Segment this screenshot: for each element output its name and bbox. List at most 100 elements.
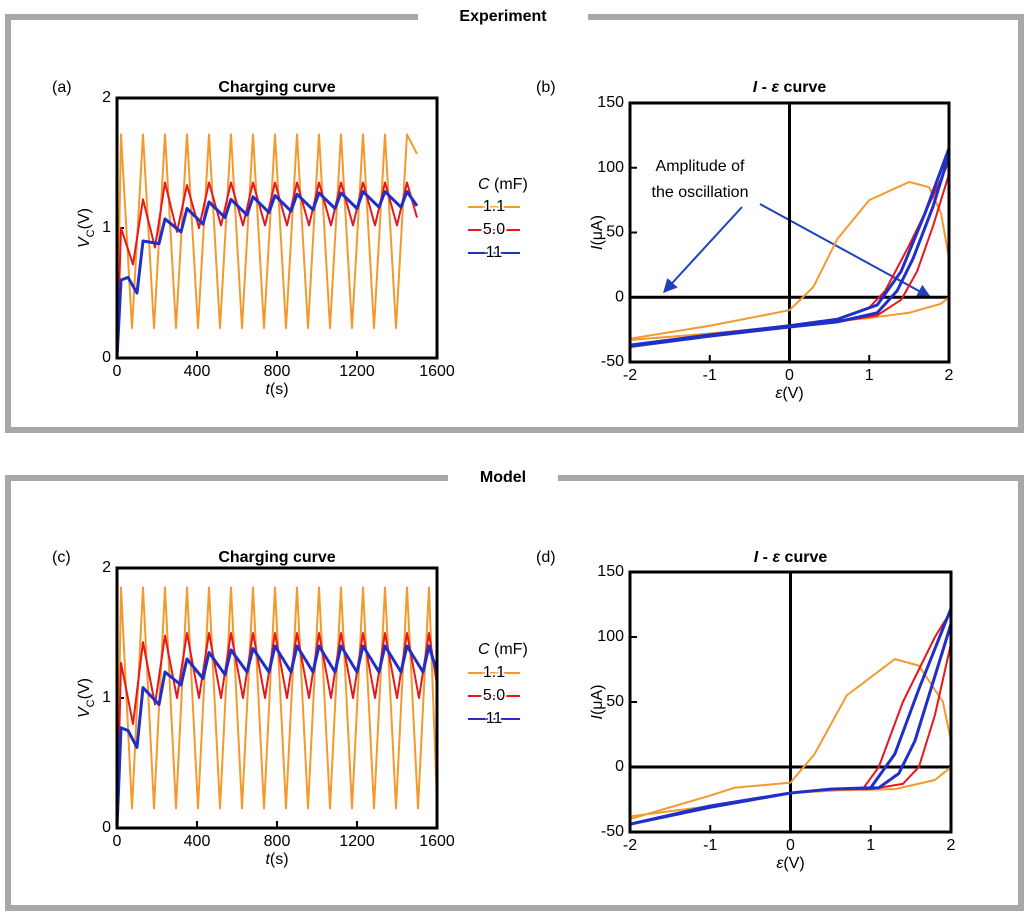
x-axis-label-part: ε: [776, 855, 784, 872]
y-axis-label: I(μA): [589, 685, 606, 720]
y-axis-label-part: I: [589, 715, 606, 720]
chart-title-part: ε: [771, 79, 779, 96]
panel-label: (b): [536, 79, 556, 96]
title-gap: [418, 5, 588, 29]
x-tick-label: 800: [264, 833, 291, 850]
y-axis-label: VC(V): [76, 678, 97, 718]
section-title: Experiment: [459, 8, 547, 25]
x-tick-label: 2: [945, 367, 954, 384]
annotation: the oscillation: [652, 184, 749, 201]
x-tick-label: 1200: [339, 363, 375, 380]
y-axis-label: VC(V): [76, 208, 97, 248]
legend-label: 5.0: [483, 221, 505, 238]
x-axis-label-part: t: [265, 851, 270, 868]
legend-label: 5.0: [483, 687, 505, 704]
y-axis-label-part: I: [589, 245, 606, 250]
data-line: [116, 586, 438, 829]
x-axis-label: ε(V): [776, 855, 804, 872]
y-tick-label: 1: [102, 219, 111, 236]
legend-title: C (mF): [478, 641, 528, 658]
y-tick-label: 0: [102, 819, 111, 836]
y-tick-label: 2: [102, 89, 111, 106]
panel-label: (d): [536, 549, 556, 566]
chart-title-part: -: [757, 79, 771, 96]
x-axis-label-part: (s): [270, 851, 289, 868]
data-line: [116, 632, 438, 829]
legend-title-part: C: [478, 641, 490, 658]
y-axis-label-part: (μA): [589, 685, 606, 716]
chart-title: I - ε curve: [753, 79, 827, 96]
x-tick-label: 1600: [419, 833, 455, 850]
y-axis-label-part: C: [85, 229, 97, 237]
section-title: Model: [480, 469, 526, 486]
x-tick-label: 1: [866, 837, 875, 854]
y-tick-label: 100: [597, 628, 624, 645]
legend-title: C (mF): [478, 176, 528, 193]
x-tick-label: 1200: [339, 833, 375, 850]
legend-label: 1.1: [483, 198, 505, 215]
x-tick-label: 2: [947, 837, 956, 854]
x-tick-label: -2: [623, 367, 637, 384]
y-tick-label: -50: [601, 823, 624, 840]
legend-title-part: (mF): [490, 641, 528, 658]
plot-frame: [115, 96, 439, 360]
chart-title-part: curve: [779, 79, 826, 96]
legend-title-part: (mF): [490, 176, 528, 193]
x-axis-label: t(s): [265, 851, 288, 868]
y-axis-label-part: (V): [76, 208, 93, 229]
chart-title: Charging curve: [218, 79, 335, 96]
chart-title-part: Charging curve: [218, 79, 335, 96]
x-tick-label: 1600: [419, 363, 455, 380]
chart-title: Charging curve: [218, 549, 335, 566]
x-axis-label-part: (V): [782, 385, 803, 402]
legend-label: 11: [486, 244, 503, 261]
chart-title: I - ε curve: [754, 549, 828, 566]
title-gap: [448, 466, 558, 490]
x-axis-label: t(s): [265, 381, 288, 398]
data-line: [116, 133, 418, 359]
x-tick-label: 0: [113, 363, 122, 380]
x-tick-label: 400: [184, 363, 211, 380]
annotation: Amplitude of: [656, 158, 745, 175]
annotation-arrow: [759, 203, 932, 298]
legend-label: 11: [486, 710, 503, 727]
y-axis-label: I(μA): [589, 215, 606, 250]
x-axis-label-part: (V): [783, 855, 804, 872]
legend-label: 1.1: [483, 664, 505, 681]
plot-frame: [628, 101, 951, 364]
x-tick-label: -1: [703, 837, 717, 854]
chart-title-part: I: [754, 549, 759, 566]
x-tick-label: 800: [264, 363, 291, 380]
x-tick-label: 0: [785, 367, 794, 384]
plot-frame: [628, 570, 953, 834]
data-line: [115, 644, 439, 829]
y-tick-label: 50: [606, 224, 624, 241]
y-tick-label: 50: [606, 693, 624, 710]
x-tick-label: -1: [703, 367, 717, 384]
y-tick-label: 150: [597, 94, 624, 111]
y-axis-label-part: C: [85, 699, 97, 707]
y-tick-label: 0: [615, 288, 624, 305]
legend-title-part: C: [478, 176, 490, 193]
annotation-arrow: [663, 206, 743, 294]
y-tick-label: 100: [597, 159, 624, 176]
y-tick-label: 0: [102, 349, 111, 366]
y-tick-label: 0: [615, 758, 624, 775]
y-tick-label: -50: [601, 353, 624, 370]
x-tick-label: 400: [184, 833, 211, 850]
x-tick-label: 0: [786, 837, 795, 854]
chart-title-part: Charging curve: [218, 549, 335, 566]
y-axis-label-part: V: [76, 706, 93, 718]
x-tick-label: 0: [113, 833, 122, 850]
x-axis-label: ε(V): [775, 385, 803, 402]
x-tick-label: -2: [623, 837, 637, 854]
y-tick-label: 150: [597, 563, 624, 580]
chart-title-part: I: [753, 79, 758, 96]
x-axis-label-part: t: [265, 381, 270, 398]
chart-title-part: curve: [780, 549, 827, 566]
y-axis-label-part: (V): [76, 678, 93, 699]
x-axis-label-part: ε: [775, 385, 783, 402]
x-axis-label-part: (s): [270, 381, 289, 398]
plot-frame: [115, 566, 439, 830]
